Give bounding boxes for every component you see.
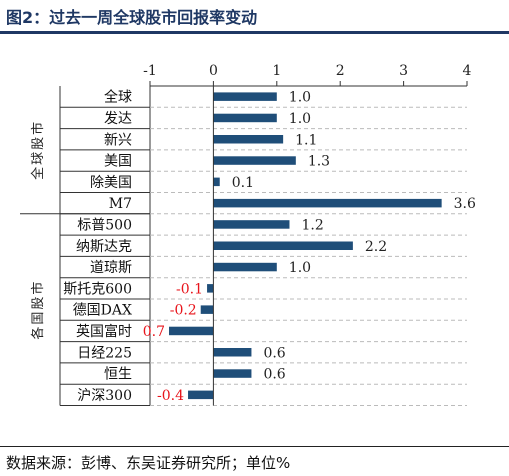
category-label: 纳斯达克 bbox=[76, 239, 132, 255]
category-label: 德国DAX bbox=[73, 303, 132, 319]
data-label: 1.0 bbox=[289, 260, 311, 276]
data-label: -0.4 bbox=[157, 388, 184, 404]
bar bbox=[213, 113, 277, 123]
group-label: 全球股市 bbox=[30, 120, 46, 180]
data-label: 1.1 bbox=[295, 132, 317, 148]
x-tick-label: -1 bbox=[143, 63, 157, 79]
figure-source: 数据来源：彭博、东吴证券研究所；单位% bbox=[6, 454, 291, 472]
bar bbox=[213, 369, 252, 378]
bar bbox=[213, 156, 296, 165]
category-label: 恒生 bbox=[104, 367, 132, 383]
data-label: 1.2 bbox=[301, 217, 323, 233]
category-label: 除美国 bbox=[90, 175, 132, 191]
bar bbox=[207, 284, 214, 293]
category-label: 道琼斯 bbox=[90, 260, 132, 276]
data-label: 0.7 bbox=[143, 324, 165, 340]
data-label: 0.6 bbox=[263, 345, 285, 361]
data-label: 1.3 bbox=[308, 154, 330, 170]
data-label: 1.0 bbox=[289, 90, 311, 106]
data-label: 2.2 bbox=[365, 239, 387, 255]
x-tick-label: 4 bbox=[463, 63, 472, 79]
data-label: 3.6 bbox=[454, 196, 476, 212]
category-label: 全球 bbox=[104, 89, 132, 106]
bar bbox=[213, 262, 277, 272]
bar bbox=[200, 305, 214, 314]
x-tick-label: 2 bbox=[336, 63, 345, 79]
category-label: 斯托克600 bbox=[63, 281, 132, 297]
category-label: 日经225 bbox=[77, 345, 132, 361]
data-label: 0.6 bbox=[263, 367, 285, 383]
bar bbox=[213, 220, 290, 229]
bar bbox=[213, 135, 284, 144]
bar bbox=[213, 241, 353, 250]
bar bbox=[188, 390, 214, 400]
title-rule bbox=[0, 31, 509, 34]
x-tick-label: 3 bbox=[399, 63, 408, 79]
data-label: -0.2 bbox=[170, 303, 197, 319]
data-label: 1.0 bbox=[289, 111, 311, 127]
category-label: 英国富时 bbox=[76, 323, 132, 340]
bar bbox=[213, 92, 277, 101]
category-label: 标普500 bbox=[77, 217, 132, 233]
x-tick-label: 1 bbox=[272, 63, 281, 79]
figure-title: 图2：过去一周全球股市回报率变动 bbox=[6, 8, 258, 27]
group-label: 各国股市 bbox=[30, 280, 46, 340]
bar bbox=[169, 326, 214, 336]
category-label: 沪深300 bbox=[77, 388, 132, 404]
bar bbox=[213, 198, 442, 208]
category-label: 发达 bbox=[104, 111, 132, 127]
category-label: M7 bbox=[109, 196, 132, 212]
category-label: 美国 bbox=[104, 154, 132, 170]
x-tick-label: 0 bbox=[209, 63, 218, 79]
bar bbox=[213, 177, 220, 187]
data-label: -0.1 bbox=[176, 281, 203, 297]
data-label: 0.1 bbox=[232, 175, 254, 191]
bar bbox=[213, 348, 252, 357]
source-rule bbox=[0, 446, 509, 447]
category-label: 新兴 bbox=[104, 132, 132, 148]
